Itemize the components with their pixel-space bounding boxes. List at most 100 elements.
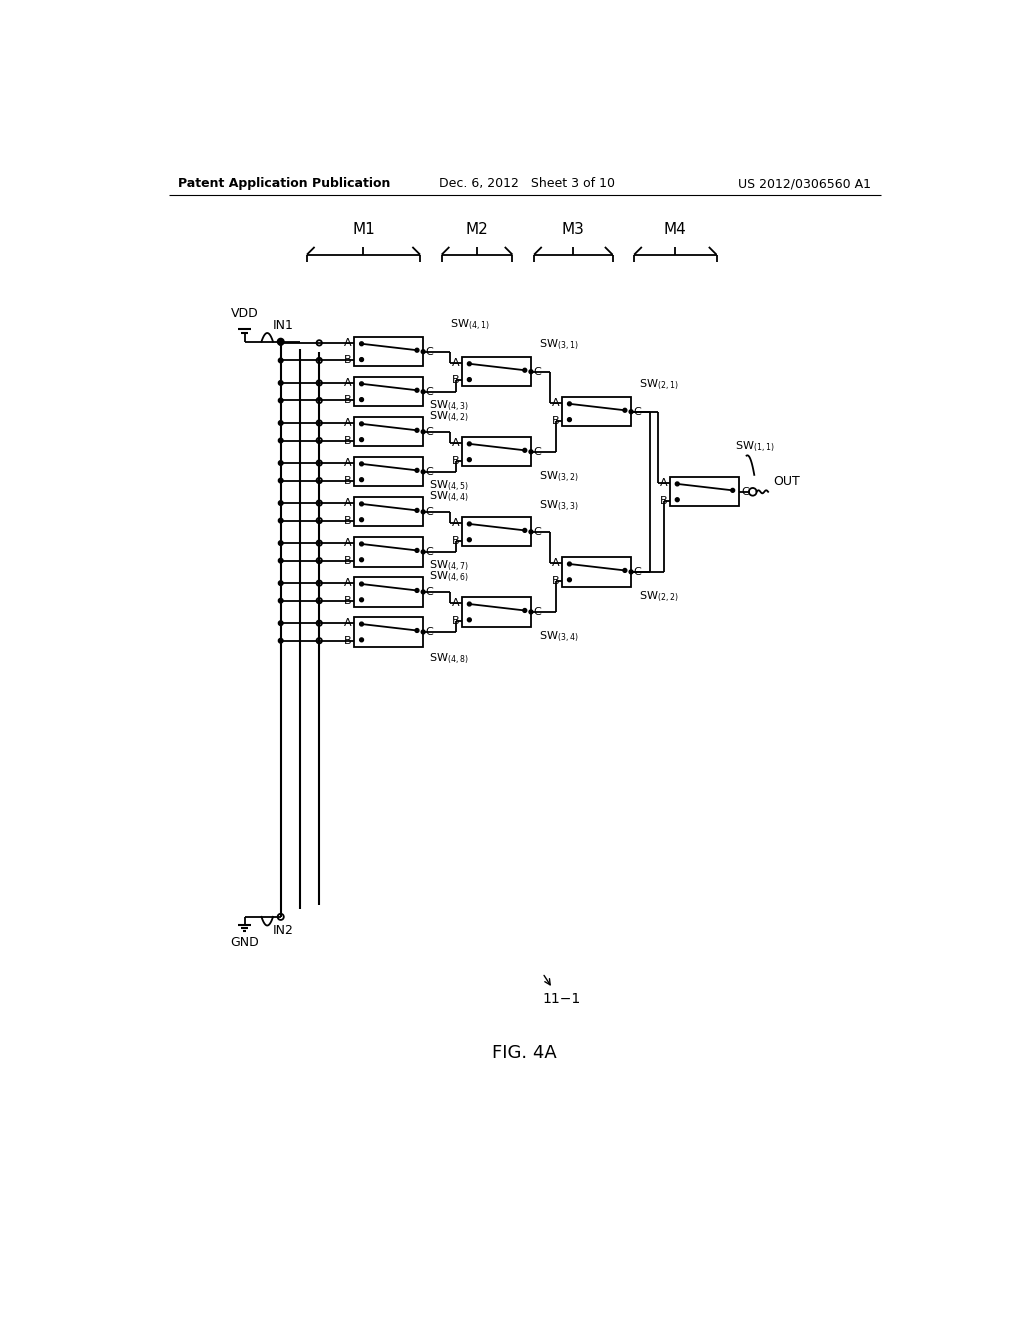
Circle shape <box>421 590 425 594</box>
Text: SW$_{(4,4)}$: SW$_{(4,4)}$ <box>429 490 469 504</box>
Text: B: B <box>344 516 351 525</box>
Circle shape <box>567 562 571 566</box>
Text: A: A <box>344 338 351 348</box>
Text: SW$_{(4,6)}$: SW$_{(4,6)}$ <box>429 570 469 583</box>
Text: Dec. 6, 2012   Sheet 3 of 10: Dec. 6, 2012 Sheet 3 of 10 <box>438 177 614 190</box>
Bar <box>354 378 423 407</box>
Circle shape <box>415 549 419 552</box>
Text: GND: GND <box>230 936 259 949</box>
Text: B: B <box>452 536 460 545</box>
Circle shape <box>279 598 283 603</box>
Bar <box>354 577 423 607</box>
Text: A: A <box>659 478 668 488</box>
Circle shape <box>279 339 283 345</box>
Circle shape <box>279 438 283 442</box>
Text: A: A <box>344 418 351 428</box>
Text: C: C <box>425 546 433 557</box>
Text: B: B <box>344 396 351 405</box>
Text: SW$_{(2,1)}$: SW$_{(2,1)}$ <box>639 378 678 392</box>
Circle shape <box>279 358 283 363</box>
Text: C: C <box>425 347 433 356</box>
Text: B: B <box>344 355 351 366</box>
Text: SW$_{(4,5)}$: SW$_{(4,5)}$ <box>429 478 469 492</box>
Text: B: B <box>552 576 559 586</box>
Circle shape <box>421 630 425 634</box>
Text: SW$_{(3,3)}$: SW$_{(3,3)}$ <box>539 498 579 512</box>
Circle shape <box>359 598 364 602</box>
Bar <box>462 517 531 546</box>
Circle shape <box>359 342 364 346</box>
Text: US 2012/0306560 A1: US 2012/0306560 A1 <box>738 177 871 190</box>
Text: B: B <box>344 595 351 606</box>
Text: A: A <box>344 378 351 388</box>
Circle shape <box>415 628 419 632</box>
Text: C: C <box>425 627 433 638</box>
Circle shape <box>676 482 679 486</box>
Text: A: A <box>344 458 351 469</box>
Circle shape <box>523 368 526 372</box>
Text: A: A <box>552 397 559 408</box>
Text: A: A <box>344 618 351 628</box>
Text: A: A <box>452 598 460 609</box>
Circle shape <box>629 570 633 574</box>
Text: C: C <box>425 507 433 517</box>
Text: SW$_{(3,1)}$: SW$_{(3,1)}$ <box>539 338 579 352</box>
Text: B: B <box>452 615 460 626</box>
Text: SW$_{(4,2)}$: SW$_{(4,2)}$ <box>429 409 469 424</box>
Bar <box>354 337 423 367</box>
Circle shape <box>421 550 425 554</box>
Circle shape <box>421 389 425 393</box>
Circle shape <box>676 498 679 502</box>
Circle shape <box>523 528 526 532</box>
Text: SW$_{(3,2)}$: SW$_{(3,2)}$ <box>539 470 579 484</box>
Bar <box>462 358 531 387</box>
Circle shape <box>731 488 734 492</box>
Text: B: B <box>452 455 460 466</box>
Circle shape <box>421 350 425 354</box>
Circle shape <box>415 388 419 392</box>
Text: IN1: IN1 <box>273 319 294 333</box>
Circle shape <box>359 622 364 626</box>
Circle shape <box>415 469 419 473</box>
Text: B: B <box>344 556 351 566</box>
Text: B: B <box>344 436 351 446</box>
Circle shape <box>421 510 425 513</box>
Circle shape <box>467 521 471 525</box>
Bar <box>562 397 631 426</box>
Text: C: C <box>534 367 541 376</box>
Circle shape <box>359 397 364 401</box>
Text: C: C <box>534 446 541 457</box>
Circle shape <box>467 362 471 366</box>
Text: A: A <box>452 438 460 447</box>
Circle shape <box>359 438 364 442</box>
Text: C: C <box>741 487 749 496</box>
Circle shape <box>279 620 283 626</box>
Text: C: C <box>425 426 433 437</box>
Circle shape <box>279 421 283 425</box>
Text: B: B <box>344 636 351 645</box>
Bar <box>562 557 631 586</box>
Circle shape <box>529 450 532 454</box>
Circle shape <box>279 399 283 403</box>
Circle shape <box>359 358 364 362</box>
Circle shape <box>623 408 627 412</box>
Circle shape <box>567 401 571 405</box>
Bar <box>670 478 739 507</box>
Text: A: A <box>344 539 351 548</box>
Circle shape <box>359 558 364 562</box>
Bar <box>462 437 531 466</box>
Circle shape <box>629 409 633 413</box>
Circle shape <box>415 589 419 593</box>
Circle shape <box>467 618 471 622</box>
Circle shape <box>623 569 627 573</box>
Text: C: C <box>534 607 541 616</box>
Circle shape <box>415 348 419 352</box>
Text: M3: M3 <box>562 222 585 238</box>
Text: SW$_{(1,1)}$: SW$_{(1,1)}$ <box>735 440 774 454</box>
Circle shape <box>279 341 283 346</box>
Circle shape <box>359 381 364 385</box>
Circle shape <box>359 478 364 482</box>
Bar <box>354 457 423 487</box>
Circle shape <box>359 502 364 506</box>
Circle shape <box>359 517 364 521</box>
